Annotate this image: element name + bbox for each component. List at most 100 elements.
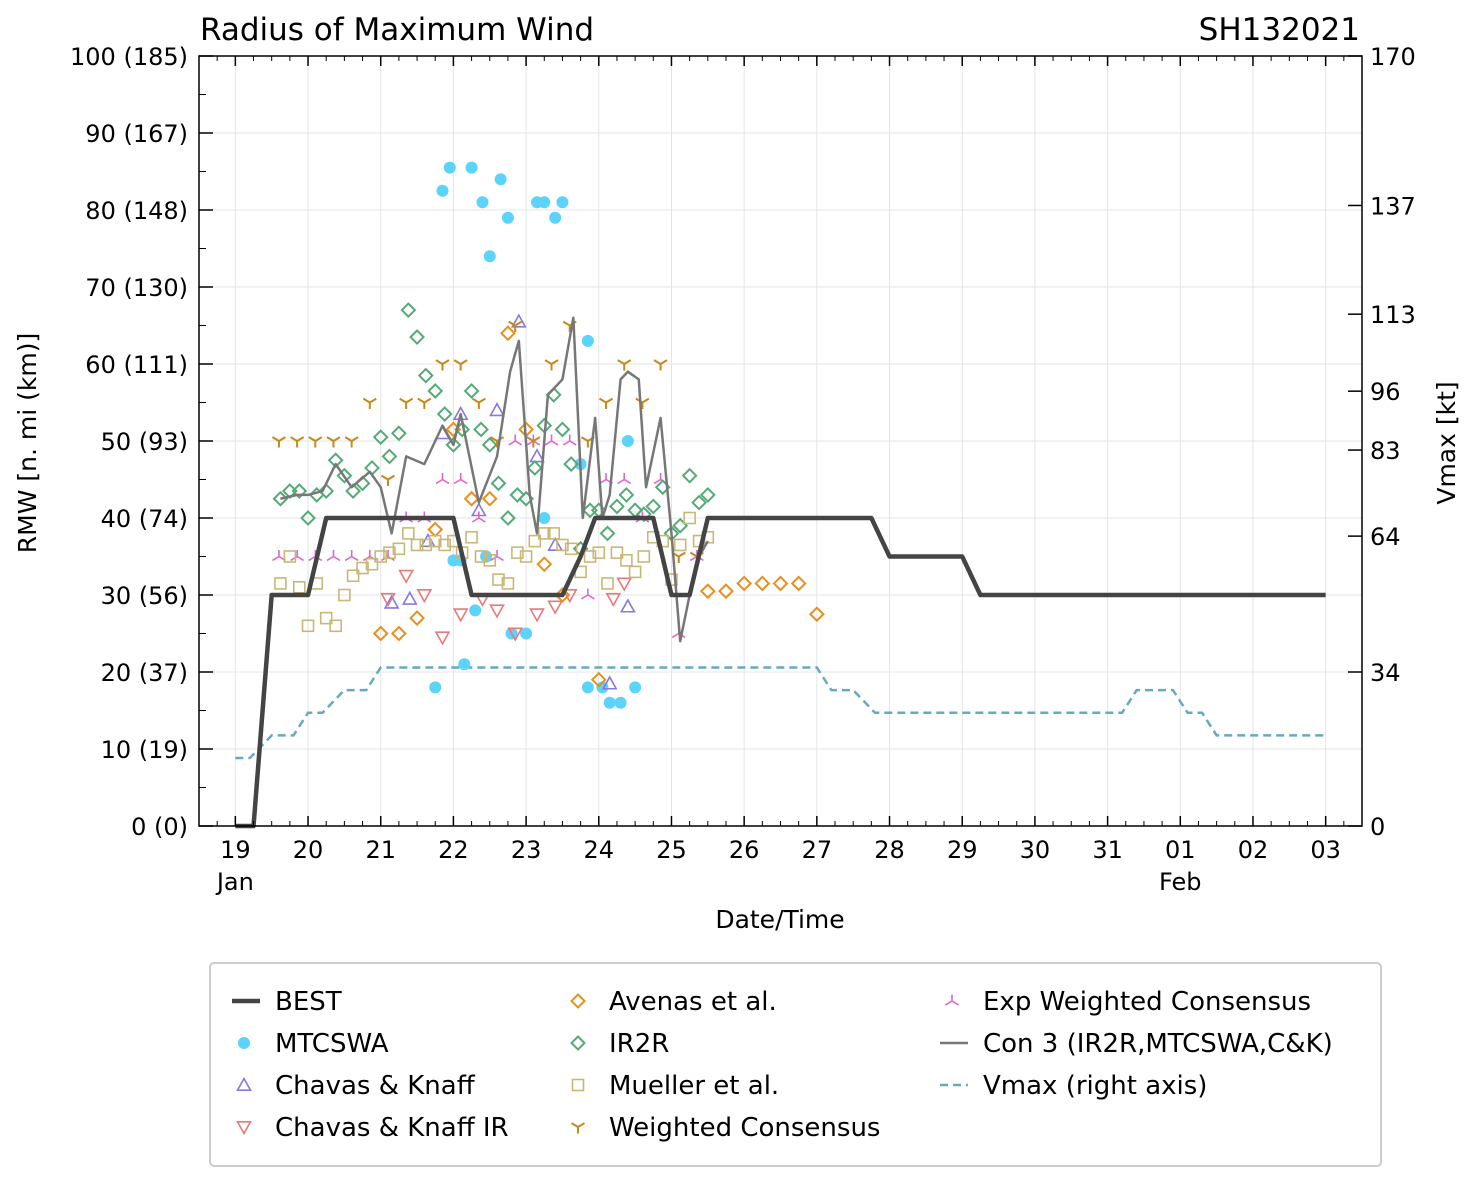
exp-weighted-consensus-point bbox=[272, 550, 286, 562]
legend-label: Exp Weighted Consensus bbox=[983, 987, 1311, 1017]
ir2r-point bbox=[473, 421, 489, 438]
weighted-consensus-point bbox=[399, 397, 414, 409]
mueller-et-al-point bbox=[301, 619, 315, 633]
ir2r-point bbox=[691, 494, 708, 511]
ir2r-point bbox=[599, 525, 616, 542]
chavas-knaff-point bbox=[619, 598, 636, 613]
mtcswa-point bbox=[581, 334, 594, 347]
legend-label: Mueller et al. bbox=[609, 1071, 779, 1101]
weighted-consensus-point bbox=[508, 320, 523, 332]
ir2r-point bbox=[345, 483, 362, 499]
mueller-et-al-point bbox=[547, 527, 561, 540]
ir2r-point bbox=[618, 486, 635, 503]
mueller-et-al-point bbox=[329, 619, 342, 633]
y-tick-label: 0 (0) bbox=[131, 813, 188, 841]
mueller-et-al-point bbox=[428, 534, 442, 548]
ir2r-point bbox=[681, 467, 698, 484]
ir2r-point bbox=[372, 429, 389, 446]
legend-label: Con 3 (IR2R,MTCSWA,C&K) bbox=[983, 1029, 1333, 1059]
legend-item-con-3-ir2r-mtcswa-c-k: Con 3 (IR2R,MTCSWA,C&K) bbox=[940, 1029, 1333, 1059]
ir2r-point bbox=[400, 302, 417, 319]
storm-id: SH132021 bbox=[1199, 12, 1360, 48]
legend-item-best: BEST bbox=[232, 987, 342, 1017]
x-tick-label: 30 bbox=[1020, 836, 1051, 864]
ir2r-point bbox=[336, 467, 353, 484]
mtcswa-point bbox=[458, 658, 471, 671]
x-tick-label: 28 bbox=[874, 836, 905, 864]
chart-title: Radius of Maximum Wind bbox=[200, 12, 594, 48]
mueller-et-al-point bbox=[402, 527, 415, 540]
chavas-knaff-ir-point bbox=[616, 577, 633, 592]
mueller-et-al-point bbox=[683, 511, 696, 525]
legend-swatch bbox=[570, 993, 586, 1009]
x-tick-label: 03 bbox=[1310, 836, 1341, 864]
mtcswa-point bbox=[538, 512, 551, 524]
legend-item-exp-weighted-consensus: Exp Weighted Consensus bbox=[945, 987, 1311, 1017]
ir2r-point bbox=[645, 498, 662, 515]
legend-swatch bbox=[571, 1078, 585, 1092]
mtcswa-point bbox=[469, 604, 482, 617]
chavas-knaff-ir-point bbox=[529, 608, 545, 623]
x-tick-label: 31 bbox=[1092, 836, 1123, 864]
legend-frame bbox=[209, 962, 1382, 1167]
mueller-et-al-point bbox=[673, 538, 687, 552]
mueller-et-al-point bbox=[592, 546, 606, 559]
chavas-knaff-ir-point bbox=[561, 588, 578, 604]
mueller-et-al-point bbox=[346, 569, 360, 583]
ir2r-point bbox=[554, 421, 571, 438]
legend-item-chavas-knaff-ir: Chavas & Knaff IR bbox=[236, 1113, 509, 1143]
weighted-consensus-point bbox=[308, 436, 323, 448]
x-tick-sublabel: Jan bbox=[215, 868, 254, 896]
mtcswa-point bbox=[614, 696, 627, 709]
avenas-et-al-point bbox=[808, 606, 825, 623]
weighted-consensus-point bbox=[453, 359, 468, 371]
chavas-knaff-point bbox=[601, 675, 618, 690]
exp-weighted-consensus-point bbox=[544, 434, 559, 446]
mueller-et-al-point bbox=[556, 538, 569, 552]
avenas-et-al-point bbox=[427, 521, 444, 538]
ir2r-point bbox=[390, 425, 407, 442]
avenas-et-al-point bbox=[390, 625, 407, 642]
exp-weighted-consensus-point bbox=[562, 434, 577, 446]
chavas-knaff-ir-point bbox=[452, 608, 469, 623]
chavas-knaff-ir-point bbox=[605, 592, 622, 607]
mueller-et-al-point bbox=[483, 554, 497, 567]
legend-swatch bbox=[238, 1037, 250, 1049]
ir2r-point bbox=[427, 383, 444, 399]
ir2r-point bbox=[318, 483, 335, 499]
mtcswa-point bbox=[549, 211, 562, 224]
mueller-et-al-point bbox=[365, 557, 379, 571]
avenas-et-al-point bbox=[463, 490, 480, 507]
mueller-et-al-point bbox=[511, 546, 524, 559]
ir2r-point bbox=[463, 383, 480, 399]
legend-label: Chavas & Knaff bbox=[275, 1071, 476, 1101]
ir2r-point bbox=[481, 436, 498, 453]
y-right-tick-label: 170 bbox=[1370, 43, 1416, 71]
grid bbox=[199, 55, 1362, 827]
avenas-et-al-point bbox=[590, 671, 607, 688]
avenas-et-al-point bbox=[718, 583, 734, 600]
mueller-et-al-point bbox=[620, 554, 633, 567]
y-tick-label: 70 (130) bbox=[85, 274, 188, 302]
chavas-knaff-ir-point bbox=[489, 604, 505, 619]
legend-label: Weighted Consensus bbox=[609, 1113, 880, 1143]
chavas-knaff-ir-point bbox=[434, 631, 451, 646]
chavas-knaff-ir-point bbox=[398, 569, 415, 584]
y-tick-label: 90 (167) bbox=[85, 120, 188, 148]
legend-label: IR2R bbox=[609, 1029, 669, 1059]
chavas-knaff-point bbox=[401, 590, 418, 605]
ir2r-point bbox=[445, 436, 462, 453]
mtcswa-point bbox=[483, 250, 496, 263]
mtcswa-point bbox=[436, 184, 449, 197]
mueller-et-al-point bbox=[274, 577, 287, 590]
weighted-consensus-point bbox=[471, 397, 486, 409]
mueller-et-al-point bbox=[564, 542, 578, 556]
mueller-et-al-point bbox=[410, 538, 424, 552]
line-series bbox=[235, 316, 1326, 829]
weighted-consensus-point bbox=[290, 436, 305, 448]
mueller-et-al-point bbox=[628, 565, 642, 579]
mueller-et-al-point bbox=[419, 538, 433, 552]
y-tick-label: 100 (185) bbox=[70, 43, 188, 71]
x-tick-label: 01 bbox=[1165, 836, 1196, 864]
ir2r-point bbox=[409, 329, 425, 345]
